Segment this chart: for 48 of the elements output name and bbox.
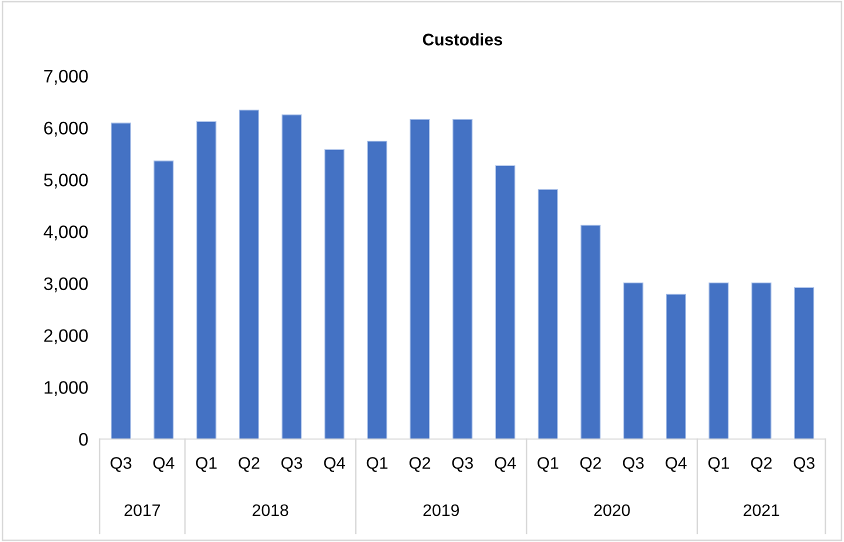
bar: [367, 140, 388, 440]
bar: [623, 282, 644, 440]
text: 2018: [252, 504, 288, 516]
x-tick-label: Q1: [196, 457, 217, 472]
y-tick-label: 3,000: [44, 277, 88, 292]
x-tick-label: Q2: [409, 457, 430, 472]
y-tick-label: 4,000: [44, 225, 88, 240]
y-tick-label: 2,000: [44, 329, 88, 344]
text: 2021: [744, 504, 780, 516]
x-tick-label: Q2: [238, 457, 260, 472]
bar: [751, 282, 772, 440]
x-tick-label: Q2: [580, 457, 601, 472]
bar: [239, 110, 260, 440]
x-tick-label: Q4: [324, 457, 346, 472]
bar: [154, 160, 174, 440]
bar: [410, 119, 430, 440]
x-tick-label: Q3: [622, 457, 644, 472]
bar: [196, 121, 216, 440]
bar: [495, 165, 516, 440]
bar: [324, 149, 344, 440]
bar: [580, 224, 601, 440]
bar: [110, 122, 131, 440]
y-tick-label: 0: [79, 432, 88, 446]
text: 2017: [124, 504, 160, 516]
y-tick-label: 7,000: [44, 70, 88, 85]
bar: [538, 189, 558, 440]
text: 2019: [423, 504, 459, 516]
y-tick-label: 6,000: [44, 122, 88, 137]
x-tick-label: Q4: [153, 457, 174, 472]
x-tick-label: Q1: [538, 457, 558, 472]
bar: [708, 282, 729, 440]
x-tick-label: Q1: [366, 457, 388, 472]
y-tick-label: 5,000: [44, 174, 88, 188]
x-tick-label: Q3: [452, 457, 473, 472]
x-tick-label: Q4: [666, 457, 687, 472]
text: 2020: [594, 504, 630, 516]
x-tick-label: Q3: [110, 457, 132, 472]
x-tick-label: Q4: [494, 457, 516, 472]
bar: [794, 287, 814, 440]
x-tick-label: Q2: [751, 457, 772, 472]
x-tick-label: Q1: [708, 457, 729, 472]
x-tick-label: Q3: [794, 457, 814, 472]
chart-title: Custodies: [422, 33, 502, 46]
bar: [452, 119, 473, 440]
x-tick-label: Q3: [281, 457, 302, 472]
bar: [282, 114, 302, 440]
bar: [666, 294, 686, 440]
y-tick-label: 1,000: [44, 381, 88, 396]
